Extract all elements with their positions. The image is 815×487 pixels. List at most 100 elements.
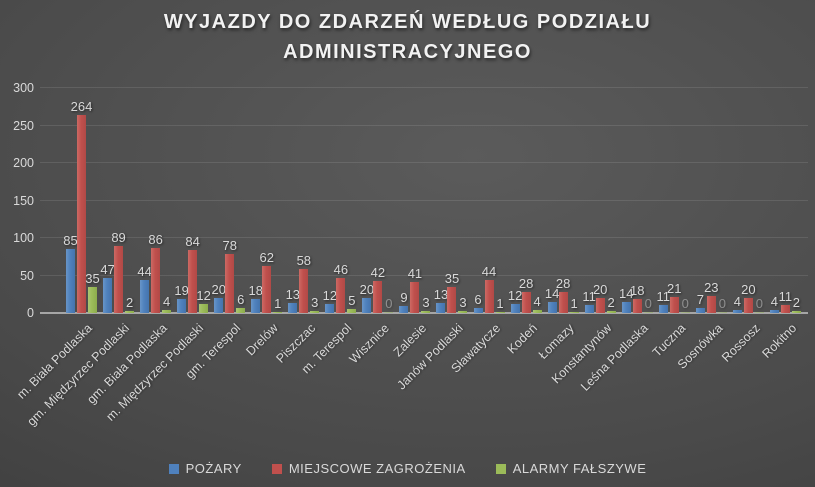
- bar-pozary: 4: [732, 294, 742, 313]
- data-label: 18: [248, 283, 263, 298]
- bar-pozary: 4: [769, 294, 779, 313]
- data-label: 84: [185, 234, 200, 249]
- data-label: 0: [644, 296, 652, 311]
- bar-alarmy-falszywe: 4: [162, 294, 172, 313]
- bar-group: 19 84 12: [174, 88, 211, 313]
- data-label: 4: [162, 294, 171, 309]
- data-label: 47: [100, 262, 115, 277]
- bar-miejscowe-zagrozenia: 264: [71, 99, 92, 313]
- bar-pozary: 47: [100, 262, 115, 313]
- bar-group: 14 18 0: [619, 88, 656, 313]
- data-label: 1: [570, 296, 578, 311]
- data-label: 0: [385, 296, 393, 311]
- bar-group: 11 21 0: [656, 88, 693, 313]
- bar-group: 20 42 0: [359, 88, 396, 313]
- bar-group: 14 28 1: [545, 88, 582, 313]
- bar-pozary: 14: [545, 286, 559, 313]
- data-label: 20: [211, 282, 226, 297]
- bar-miejscowe-zagrozenia: 58: [297, 253, 311, 313]
- data-label: 20: [741, 282, 756, 297]
- data-label: 7: [696, 292, 704, 307]
- bar-alarmy-falszywe: 3: [421, 295, 431, 313]
- bar-miejscowe-zagrozenia: 28: [519, 276, 533, 313]
- bar-miejscowe-zagrozenia: 44: [482, 264, 496, 313]
- bar-group: 12 46 5: [322, 88, 359, 313]
- data-label: 12: [507, 288, 523, 303]
- y-tick-label: 200: [13, 156, 34, 170]
- bar-miejscowe-zagrozenia: 62: [260, 250, 274, 313]
- bar-alarmy-falszywe: 1: [495, 296, 505, 313]
- data-label: 89: [111, 230, 126, 245]
- bar-pozary: 13: [434, 287, 448, 313]
- bar-miejscowe-zagrozenia: 28: [556, 276, 570, 313]
- bar-alarmy-falszywe: 3: [458, 295, 468, 313]
- y-axis-tick-labels: 0 50 100 150 200 250 300: [0, 81, 36, 320]
- data-label: 1: [274, 296, 282, 311]
- bar-alarmy-falszywe: 4: [532, 294, 542, 313]
- data-label: 0: [755, 296, 763, 311]
- data-label: 3: [311, 295, 319, 310]
- gridline: [40, 87, 808, 88]
- legend-item-pozary: POŻARY: [168, 461, 242, 476]
- data-label: 20: [592, 282, 608, 297]
- data-label: 44: [137, 264, 152, 279]
- category-label: Janów Podlaski: [394, 321, 466, 393]
- data-label: 4: [533, 294, 541, 309]
- bar-alarmy-falszywe: 6: [236, 292, 246, 313]
- bar-miejscowe-zagrozenia: 18: [630, 283, 644, 313]
- bar-alarmy-falszywe: 2: [606, 295, 616, 313]
- gridline: [40, 199, 808, 201]
- gridline: [40, 124, 808, 126]
- data-label: 41: [407, 266, 423, 281]
- data-label: 4: [770, 294, 779, 309]
- chart-title-line-1: WYJAZDY DO ZDARZEŃ WEDŁUG PODZIAŁU: [163, 11, 652, 33]
- legend-item-miejscowe-zagrozenia: MIEJSCOWE ZAGROŻENIA: [271, 461, 466, 476]
- bar-alarmy-falszywe: 0: [643, 296, 653, 313]
- data-label: 19: [174, 283, 189, 298]
- bar-alarmy-falszywe: 2: [791, 295, 801, 313]
- data-label: 44: [481, 264, 497, 279]
- data-label: 9: [400, 290, 408, 305]
- bar-pozary: 12: [508, 288, 522, 313]
- bar-miejscowe-zagrozenia: 23: [704, 280, 719, 313]
- data-label: 35: [444, 271, 460, 286]
- data-label: 0: [681, 296, 689, 311]
- data-label: 86: [148, 232, 163, 247]
- legend-label: MIEJSCOWE ZAGROŻENIA: [288, 461, 466, 476]
- category-label: Rokitno: [759, 321, 800, 361]
- bar-alarmy-falszywe: 0: [680, 296, 690, 313]
- bar-group: 13 58 3: [285, 88, 322, 313]
- data-label: 13: [433, 287, 449, 302]
- data-label: 46: [333, 262, 349, 277]
- bar-group: 20 78 6: [211, 88, 248, 313]
- bar-pozary: 11: [657, 289, 670, 313]
- bar-alarmy-falszywe: 35: [85, 271, 100, 313]
- chart-title-line-2: ADMINISTRACYJNEGO: [283, 41, 532, 63]
- legend-swatch-icon: [168, 463, 179, 474]
- bar-miejscowe-zagrozenia: 42: [371, 265, 385, 313]
- chart-title: WYJAZDY DO ZDARZEŃ WEDŁUG PODZIAŁU ADMIN…: [0, 7, 815, 67]
- data-label: 2: [607, 295, 615, 310]
- data-label: 28: [518, 276, 534, 291]
- data-label: 12: [196, 288, 211, 303]
- legend-swatch-icon: [495, 463, 506, 474]
- data-label: 1: [496, 296, 504, 311]
- bar-group: 13 35 3: [433, 88, 470, 313]
- bar-miejscowe-zagrozenia: 11: [779, 289, 792, 313]
- bar-group: 18 62 1: [248, 88, 285, 313]
- bar-plot-area: 85 264 35 47 89 2 44 86 4 19 84 12 20 78 6 18 62 1 13 58 3 12…: [63, 88, 804, 313]
- category-label: Rossosz: [718, 321, 763, 365]
- bar-miejscowe-zagrozenia: 84: [185, 234, 200, 313]
- y-tick-label: 100: [13, 231, 34, 245]
- data-label: 62: [259, 250, 274, 265]
- bar-alarmy-falszywe: 3: [310, 295, 320, 313]
- bar-group: 7 23 0: [693, 88, 730, 313]
- bar-miejscowe-zagrozenia: 89: [111, 230, 126, 313]
- data-label: 4: [733, 294, 741, 309]
- data-label: 14: [618, 286, 634, 301]
- bar-alarmy-falszywe: 2: [125, 295, 135, 313]
- bar-pozary: 20: [211, 282, 226, 313]
- bar-alarmy-falszywe: 0: [384, 296, 394, 313]
- bar-pozary: 6: [473, 292, 483, 313]
